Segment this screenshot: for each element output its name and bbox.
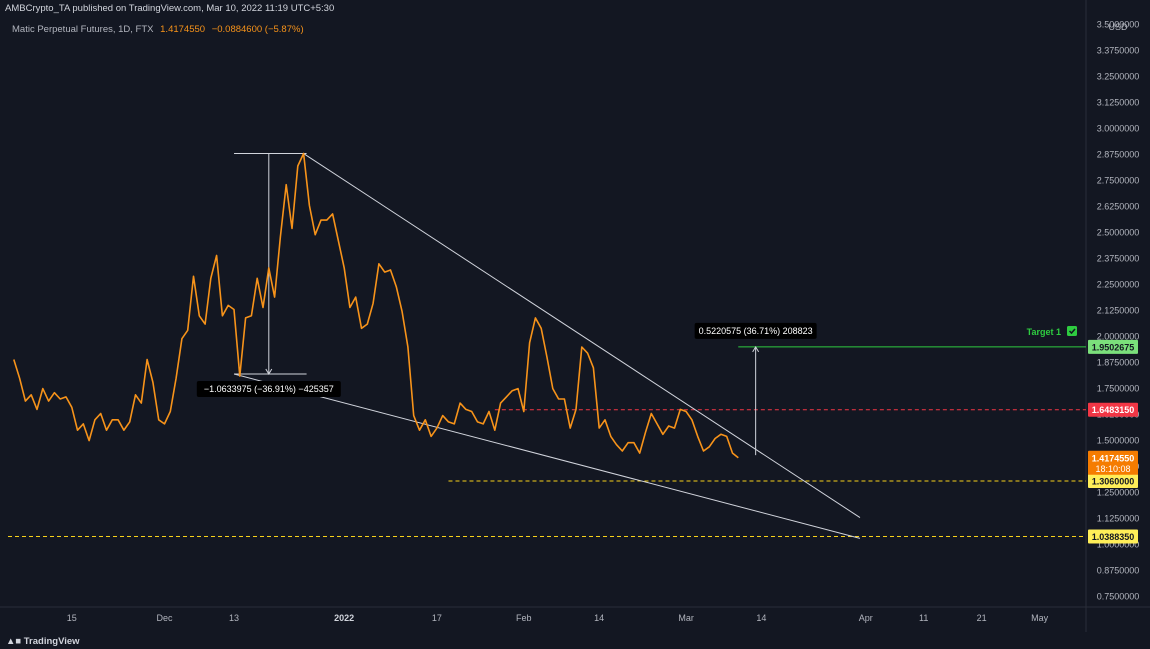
price-line [13,152,739,459]
support-badge-label: 1.0388350 [1092,532,1135,542]
y-tick-label: 0.7500000 [1097,592,1140,602]
support-badge-label: 1.3060000 [1092,476,1135,486]
price-change: −0.0884600 (−5.87%) [211,24,304,35]
bar-countdown: 18:10:08 [1095,464,1130,474]
y-tick-label: 2.7500000 [1097,176,1140,186]
x-tick-label: Feb [516,613,532,623]
y-tick-label: 2.2500000 [1097,280,1140,290]
x-tick-label: Mar [678,613,694,623]
y-tick-label: 1.2500000 [1097,488,1140,498]
y-tick-label: 3.1250000 [1097,98,1140,108]
x-tick-label: 15 [67,613,77,623]
x-tick-label: 2022 [334,613,354,623]
y-tick-label: 3.2500000 [1097,72,1140,82]
measure-up-box [694,322,817,339]
trendline [303,153,861,518]
footer-bar [0,632,1150,649]
x-tick-label: 17 [432,613,442,623]
y-tick-label: 3.3750000 [1097,46,1140,56]
x-tick-label: 13 [229,613,239,623]
x-tick-label: Dec [156,613,173,623]
up-arrow-icon [752,345,760,353]
x-tick-label: Apr [859,613,873,623]
tradingview-brand: TradingView [23,636,80,647]
x-tick-label: May [1031,613,1049,623]
price-series [13,152,739,459]
y-tick-label: 2.1250000 [1097,306,1140,316]
target-badge-label: 1.9502675 [1092,342,1135,352]
price-badges: 1.6483150 1.3060000 1.0388350 1.9502675 1.41… [1088,339,1138,544]
y-tick-label: 2.6250000 [1097,202,1140,212]
wedge-trendlines [233,153,861,539]
y-axis-ticks: 3.5000000 3.3750000 3.2500000 3.1250000 3.00… [1097,20,1140,602]
support-badge [1088,473,1138,488]
y-unit-label: USD [1108,22,1128,32]
y-tick-label: 2.3750000 [1097,254,1140,264]
last-price: 1.4174550 [160,24,206,35]
symbol-legend: Matic Perpetual Futures, 1D, FTX 1.41745… [12,24,304,35]
x-tick-label: 14 [756,613,766,623]
support-badge [1088,529,1138,544]
down-arrow-icon [265,368,273,375]
tradingview-logo[interactable]: ▲■ TradingView [6,636,80,647]
price-chart[interactable]: USD 3.5000000 3.3750000 3.2500000 3.1250000… [0,0,1150,632]
measure-tools: −1.0633975 (−36.91%) −425357 0.5220575 (3… [196,153,817,456]
price-levels [8,346,1086,538]
published-info: AMBCrypto_TA published on TradingView.co… [5,3,335,14]
y-tick-label: 1.5000000 [1097,436,1140,446]
y-tick-label: 2.8750000 [1097,150,1140,160]
y-tick-label: 3.0000000 [1097,124,1140,134]
check-icon [1068,328,1076,335]
last-price-badge [1088,450,1138,475]
measure-down-box [196,381,341,398]
last-price-badge-label: 1.4174550 [1092,453,1135,463]
resistance-badge-label: 1.6483150 [1092,405,1135,415]
y-tick-label: 1.8750000 [1097,358,1140,368]
symbol-name: Matic Perpetual Futures, 1D, FTX [12,24,154,35]
y-tick-label: 0.8750000 [1097,566,1140,576]
target-label: Target 1 [1027,326,1077,337]
y-tick-label: 1.0000000 [1097,540,1140,550]
target-label-text: Target 1 [1027,327,1061,337]
x-axis-ticks: 15 Dec 13 2022 17 Feb 14 Mar 14 Apr 11 21 May [67,613,1049,623]
check-icon-box [1067,326,1077,336]
measure-down-label: −1.0633975 (−36.91%) −425357 [204,384,334,394]
y-tick-label: 1.7500000 [1097,384,1140,394]
x-tick-label: 21 [977,613,987,623]
x-tick-label: 11 [919,613,928,623]
y-tick-label: 1.1250000 [1097,514,1140,524]
tradingview-icon: ▲■ [6,636,22,647]
trendline [233,373,861,539]
target-badge [1088,339,1138,354]
resistance-badge [1088,402,1138,417]
measure-up-label: 0.5220575 (36.71%) 208823 [699,326,813,336]
x-tick-label: 14 [594,613,604,623]
y-tick-label: 2.5000000 [1097,228,1140,238]
y-tick-label: 3.5000000 [1097,20,1140,30]
y-tick-label: 2.0000000 [1097,332,1140,342]
